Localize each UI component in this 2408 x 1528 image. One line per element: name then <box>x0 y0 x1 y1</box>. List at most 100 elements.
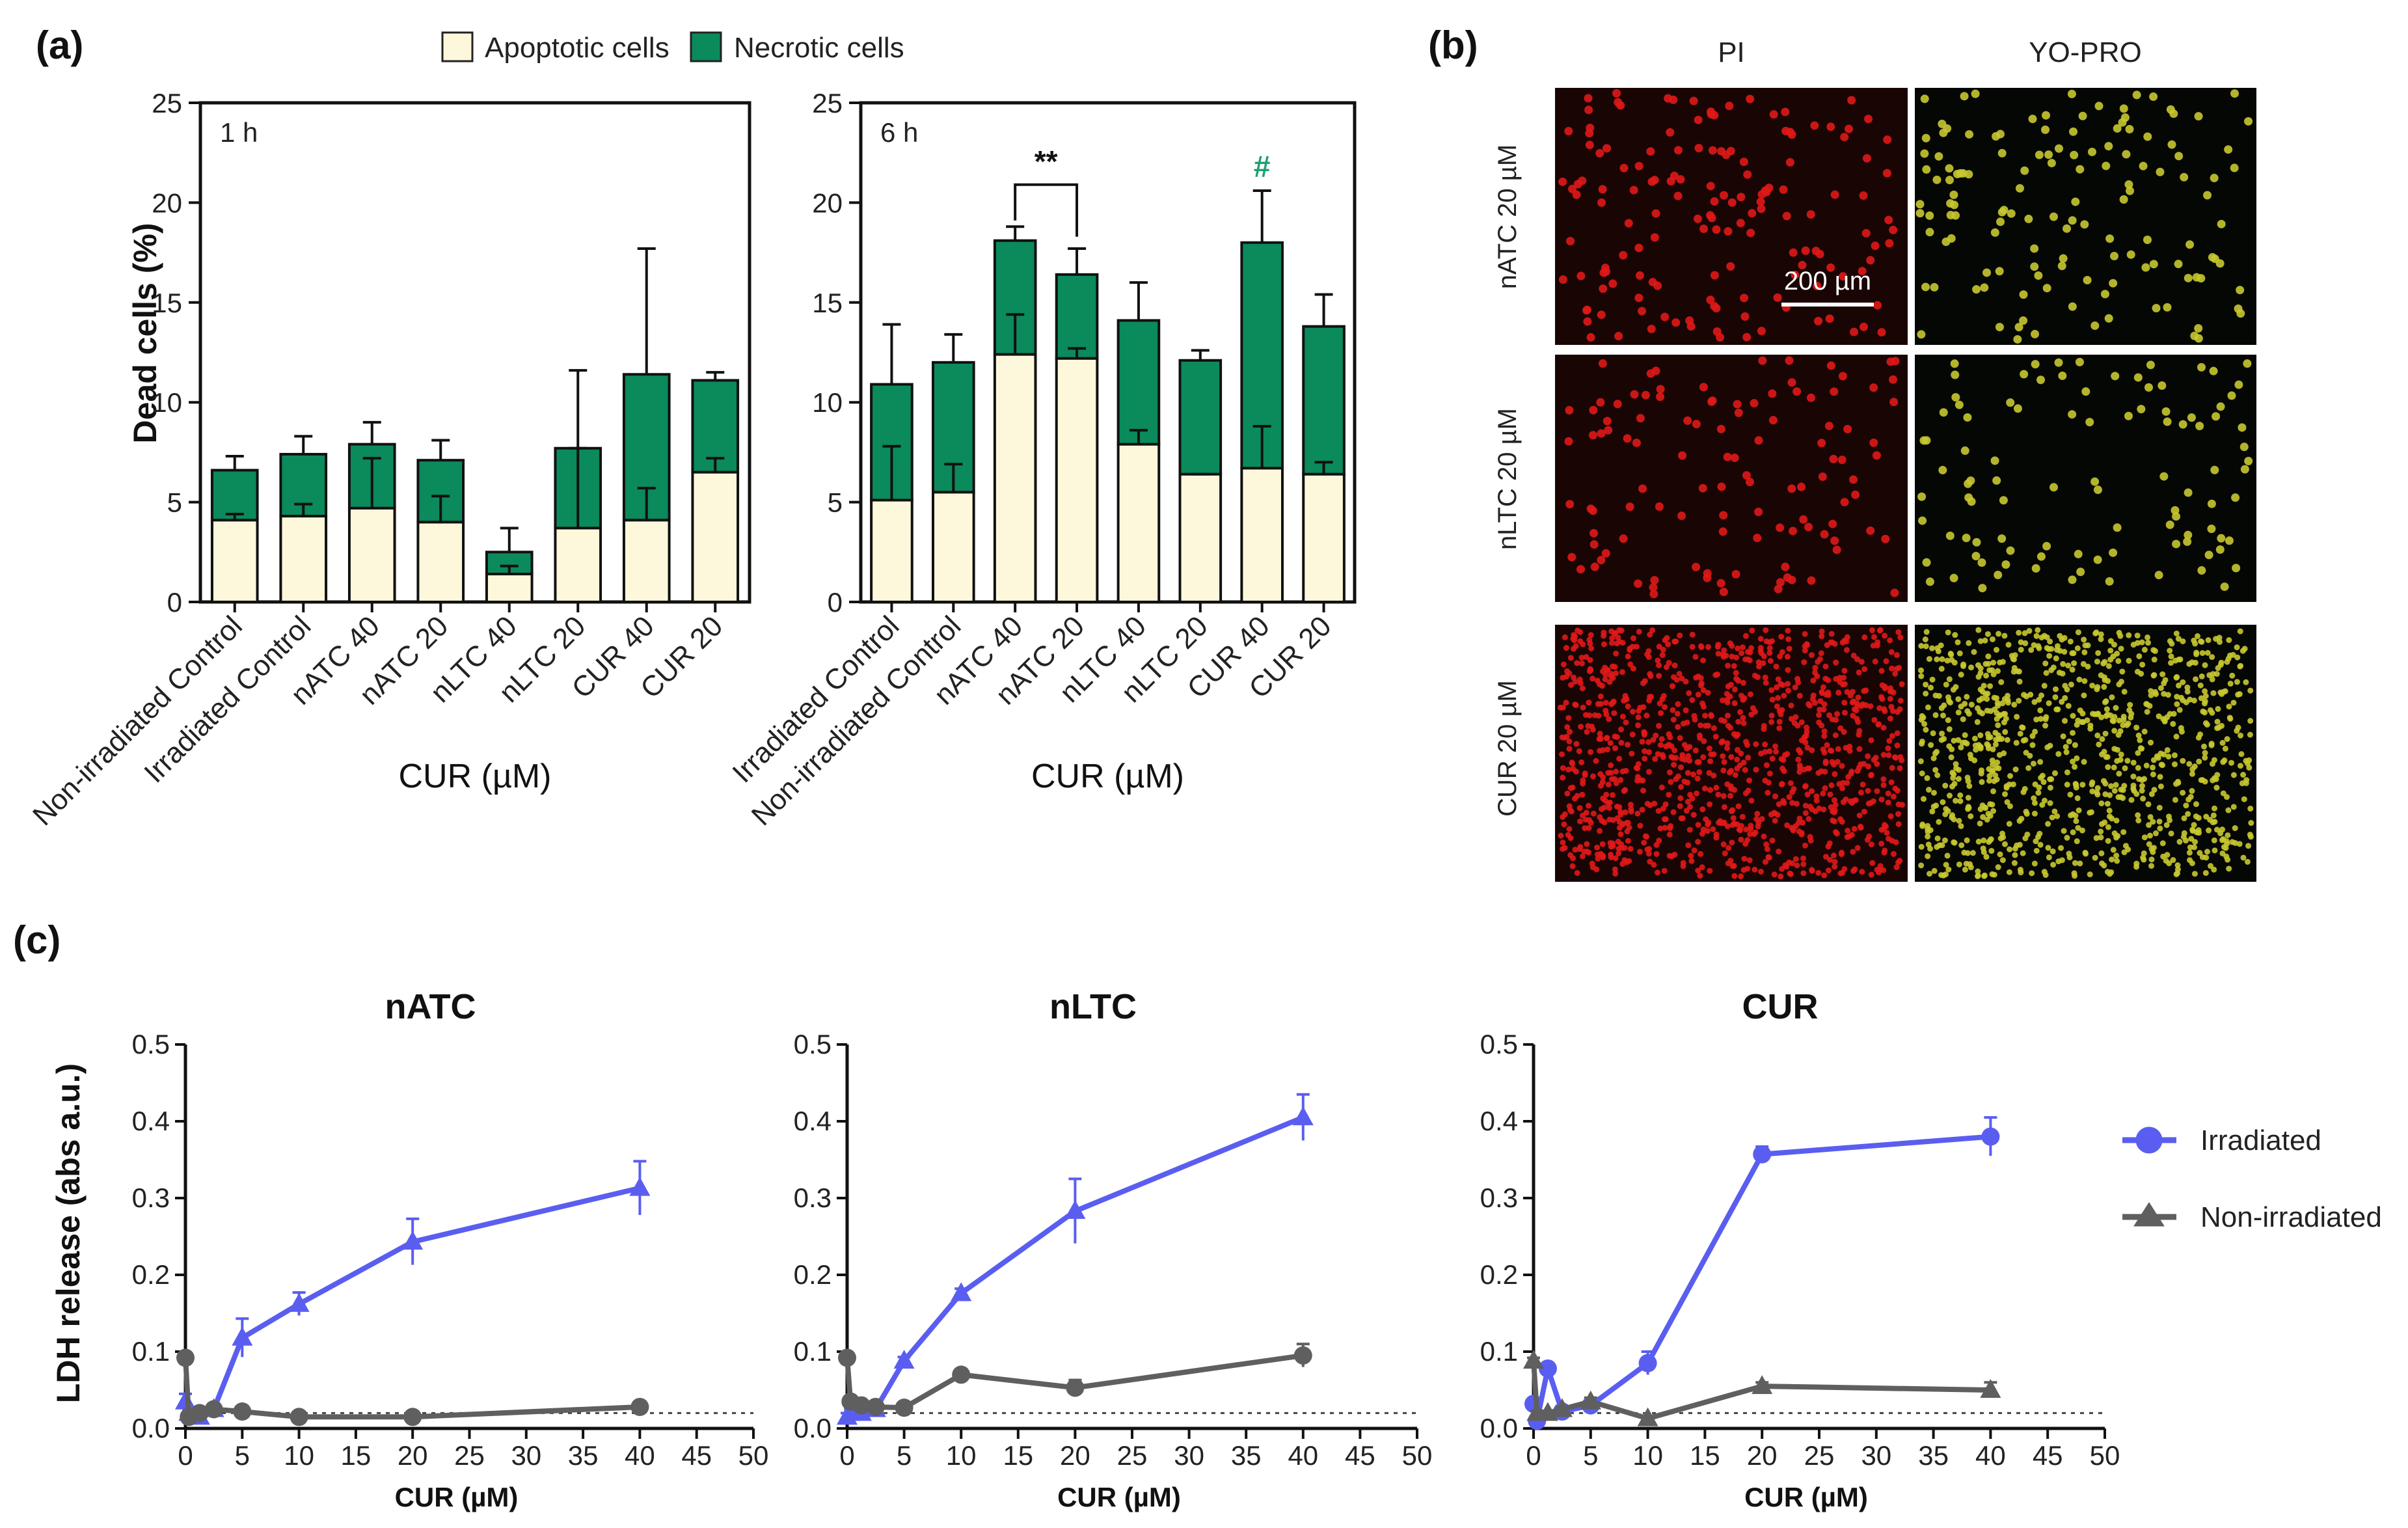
cell-dot <box>1837 816 1844 823</box>
cell-dot <box>1953 797 1959 804</box>
cell-dot <box>1731 662 1737 669</box>
bar-apoptotic <box>993 353 1037 603</box>
cell-dot <box>2194 112 2203 121</box>
cell-dot <box>1641 839 1647 846</box>
cell-dot <box>1718 527 1727 536</box>
cell-dot <box>1584 841 1590 847</box>
cell-dot <box>1805 765 1811 772</box>
cell-dot <box>1806 815 1812 822</box>
bar-apoptotic <box>1055 357 1099 603</box>
cell-dot <box>1822 769 1828 775</box>
legend-irradiated-marker <box>2135 1126 2163 1154</box>
cell-dot <box>1833 659 1839 666</box>
cell-dot <box>1702 722 1709 729</box>
cell-dot <box>1706 770 1712 776</box>
cell-dot <box>1861 228 1871 238</box>
cell-dot <box>1675 701 1681 707</box>
y-tick-label: 15 <box>152 288 182 318</box>
cell-dot <box>1835 746 1841 752</box>
cell-dot <box>2047 743 2053 749</box>
bar-apoptotic <box>870 498 913 603</box>
cell-dot <box>2184 273 2193 282</box>
cell-dot <box>1981 837 1987 843</box>
cell-dot <box>2104 142 2113 151</box>
cell-dot <box>2116 629 2122 636</box>
cell-dot <box>1577 818 1584 825</box>
cell-dot <box>1612 870 1619 877</box>
cell-dot <box>2124 411 2133 420</box>
cell-dot <box>1568 184 1577 193</box>
cell-dot <box>1594 851 1601 858</box>
cell-dot <box>1763 841 1770 848</box>
cell-dot <box>1645 769 1652 775</box>
cell-dot <box>2076 676 2083 683</box>
cell-dot <box>1707 397 1716 406</box>
cell-dot <box>2037 759 2044 765</box>
cell-dot <box>1736 219 1745 228</box>
cell-dot <box>2077 707 2083 714</box>
cell-dot <box>1703 816 1709 823</box>
cell-dot <box>1731 686 1738 692</box>
cell-dot <box>1951 771 1957 778</box>
cell-dot <box>1712 672 1719 678</box>
cell-dot <box>2184 689 2191 695</box>
cell-dot <box>1572 847 1578 853</box>
cell-dot <box>1778 873 1784 880</box>
x-tick-label: 25 <box>1804 1440 1835 1471</box>
cell-dot <box>1576 805 1583 812</box>
cell-dot <box>2175 636 2182 642</box>
cell-dot <box>1997 208 2007 217</box>
cell-dot <box>1688 853 1694 859</box>
cell-dot <box>2158 783 2164 789</box>
cell-dot <box>2197 682 2204 689</box>
cell-dot <box>1586 802 1592 809</box>
cell-dot <box>2012 766 2019 772</box>
cell-dot <box>1773 748 1779 755</box>
cell-dot <box>2238 423 2247 432</box>
cell-dot <box>1932 750 1938 757</box>
cell-dot <box>1965 795 1971 801</box>
cell-dot <box>2217 219 2226 228</box>
cell-dot <box>1871 241 1880 251</box>
cell-dot <box>1608 673 1614 679</box>
cell-dot <box>1613 780 1619 787</box>
cell-dot <box>1614 332 1623 341</box>
cell-dot <box>1658 710 1664 716</box>
cell-dot <box>1731 700 1738 707</box>
cell-dot <box>1728 808 1735 815</box>
cell-dot <box>2104 314 2113 323</box>
cell-dot <box>1971 735 1978 742</box>
cell-dot <box>1802 810 1809 816</box>
cell-dot <box>2134 633 2141 639</box>
cell-dot <box>2120 722 2126 728</box>
cell-dot <box>1997 534 2007 543</box>
cell-dot <box>2029 870 2035 877</box>
cell-dot <box>1701 785 1708 792</box>
cell-dot <box>2226 703 2232 710</box>
cell-dot <box>2079 827 2085 834</box>
cell-dot <box>2184 530 2193 539</box>
cell-dot <box>1593 757 1599 764</box>
cell-dot <box>2183 802 2189 809</box>
cell-dot <box>2241 796 2247 802</box>
cell-dot <box>1934 772 1941 778</box>
x-axis-title: CUR (µM) <box>1057 1482 1181 1512</box>
cell-dot <box>2113 817 2120 824</box>
cell-dot <box>1617 831 1624 838</box>
cell-dot <box>1887 813 1894 819</box>
cell-dot <box>1768 416 1778 425</box>
cell-dot <box>1701 738 1707 744</box>
cell-dot <box>1993 737 1999 743</box>
cell-dot <box>1625 703 1631 710</box>
cell-dot <box>2116 717 2122 724</box>
cell-dot <box>2098 631 2104 638</box>
x-tick-label: 50 <box>1402 1440 1433 1471</box>
cell-dot <box>1573 769 1579 775</box>
cell-dot <box>1601 804 1608 811</box>
cell-dot <box>1977 665 1984 672</box>
cell-dot <box>1920 149 1929 158</box>
cell-dot <box>1742 333 1752 342</box>
cell-dot <box>1776 725 1783 731</box>
cell-dot <box>1817 706 1823 713</box>
cell-dot <box>1915 200 1925 209</box>
